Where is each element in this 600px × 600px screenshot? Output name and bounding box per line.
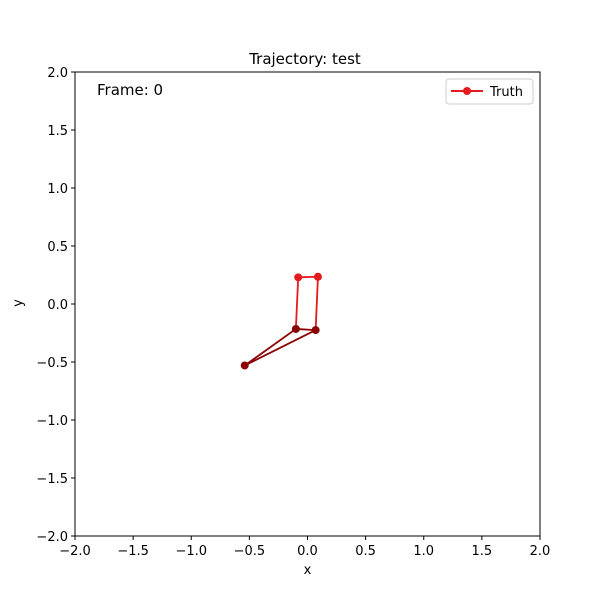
plot-area — [240, 272, 322, 370]
trajectory-point — [313, 272, 322, 281]
x-tick-label: 0.5 — [355, 544, 376, 559]
frame-annotation: Frame: 0 — [97, 81, 163, 99]
y-tick-label: 0.5 — [47, 240, 68, 255]
y-tick-label: 1.0 — [47, 182, 68, 197]
trajectory-point-dark — [291, 324, 300, 333]
chart-title: Trajectory: test — [248, 50, 361, 68]
x-tick-label: −1.0 — [175, 544, 207, 559]
y-tick-label: 2.0 — [47, 66, 68, 81]
x-tick-label: 1.0 — [413, 544, 434, 559]
y-tick-label: −1.0 — [36, 414, 68, 429]
y-tick-label: −1.5 — [36, 472, 68, 487]
x-tick-label: 0.0 — [297, 544, 318, 559]
x-tick-label: 1.5 — [472, 544, 493, 559]
y-axis-ticks: −2.0 −1.5 −1.0 −0.5 0.0 0.5 1.0 1.5 2.0 — [36, 66, 75, 545]
trajectory-segment — [294, 276, 300, 330]
x-tick-label: 2.0 — [530, 544, 551, 559]
trajectory-point — [294, 273, 303, 282]
x-tick-label: −1.5 — [117, 544, 149, 559]
trajectory-segment-dark — [243, 328, 297, 367]
y-tick-label: −2.0 — [36, 530, 68, 545]
y-axis-label: y — [11, 299, 26, 307]
y-tick-label: 0.0 — [47, 298, 68, 313]
trajectory-segment-dark — [243, 329, 317, 367]
trajectory-point-dark — [311, 326, 320, 335]
x-tick-label: −0.5 — [234, 544, 266, 559]
legend-marker — [463, 87, 471, 95]
x-axis-ticks: −2.0 −1.5 −1.0 −0.5 0.0 0.5 1.0 1.5 2.0 — [59, 536, 550, 559]
x-tick-label: −2.0 — [59, 544, 91, 559]
legend-box — [445, 78, 534, 105]
trajectory-point-dark — [240, 361, 249, 370]
x-axis-label: x — [304, 563, 312, 578]
legend-label-truth: Truth — [489, 85, 523, 100]
y-tick-label: −0.5 — [36, 356, 68, 371]
y-tick-label: 1.5 — [47, 124, 68, 139]
trajectory-segment — [314, 275, 319, 332]
legend: Truth — [445, 78, 534, 105]
